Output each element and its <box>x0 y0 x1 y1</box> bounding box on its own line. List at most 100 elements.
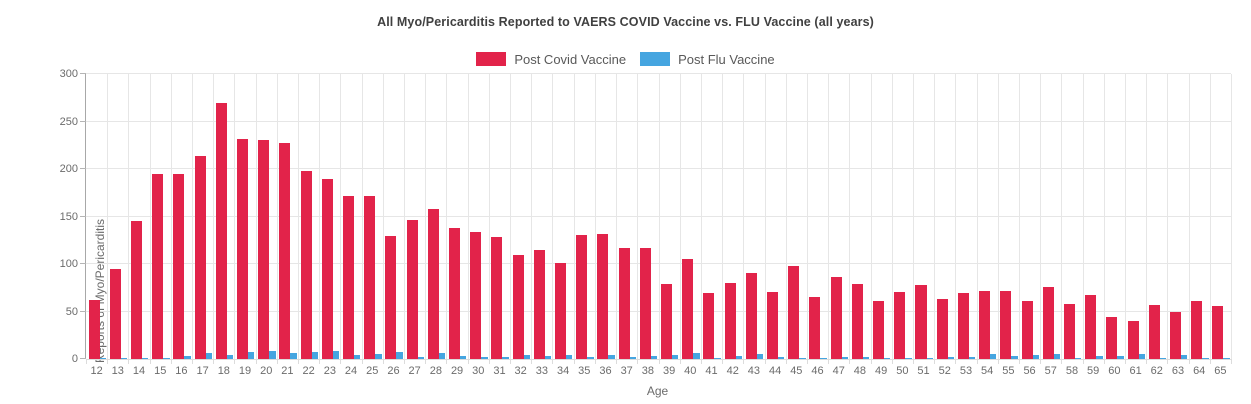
bar-covid-age-60 <box>1106 317 1118 359</box>
x-tick-label: 41 <box>705 365 718 377</box>
bar-covid-age-37 <box>618 247 630 359</box>
x-tick-label: 23 <box>323 365 336 377</box>
v-gridline <box>828 74 830 359</box>
x-tick <box>276 359 278 364</box>
bar-covid-age-48 <box>851 283 863 359</box>
bar-covid-age-14 <box>130 221 142 359</box>
bar-flu-age-20 <box>269 351 276 359</box>
bar-covid-age-16 <box>173 173 185 359</box>
bar-flu-age-14 <box>141 358 149 359</box>
v-gridline <box>1103 74 1105 359</box>
v-gridline <box>382 74 384 359</box>
bar-covid-age-58 <box>1063 303 1075 359</box>
x-tick <box>361 359 363 364</box>
v-gridline <box>594 74 596 359</box>
x-tick-label: 27 <box>408 365 421 377</box>
bar-covid-age-50 <box>894 291 906 359</box>
y-tick-label: 100 <box>59 258 78 270</box>
bar-covid-age-24 <box>342 195 354 359</box>
x-tick <box>1124 359 1126 364</box>
x-tick-label: 50 <box>896 365 909 377</box>
bar-flu-age-26 <box>396 352 403 359</box>
bar-flu-age-23 <box>332 351 340 359</box>
bar-flu-age-44 <box>778 357 785 359</box>
v-gridline <box>912 74 914 359</box>
v-gridline <box>743 74 745 359</box>
x-tick-label: 34 <box>556 365 570 377</box>
x-tick-label: 60 <box>1108 365 1121 377</box>
bar-covid-age-17 <box>194 155 206 359</box>
x-tick <box>255 359 257 364</box>
y-tick-label: 200 <box>59 163 78 175</box>
v-gridline <box>976 74 978 359</box>
x-tick-label: 53 <box>959 365 973 377</box>
x-tick <box>1061 359 1063 364</box>
bar-covid-age-51 <box>915 284 927 359</box>
x-tick-label: 24 <box>344 365 358 377</box>
bar-covid-age-18 <box>215 103 227 359</box>
v-gridline <box>1231 74 1232 359</box>
x-tick-label: 21 <box>281 365 294 377</box>
x-tick-label: 36 <box>599 365 612 377</box>
v-gridline <box>934 74 936 359</box>
x-tick-label: 48 <box>853 365 867 377</box>
bar-flu-age-29 <box>460 356 467 359</box>
v-gridline <box>1061 74 1063 359</box>
bar-flu-age-64 <box>1202 358 1209 359</box>
v-gridline <box>510 74 512 359</box>
bar-covid-age-20 <box>258 139 270 359</box>
v-gridline <box>806 74 808 359</box>
bar-flu-age-62 <box>1159 358 1167 359</box>
x-tick-label: 17 <box>196 365 209 377</box>
v-gridline <box>1124 74 1126 359</box>
bar-flu-age-36 <box>608 355 615 359</box>
v-gridline <box>319 74 321 359</box>
v-gridline <box>340 74 342 359</box>
bar-covid-age-21 <box>279 143 291 359</box>
bar-flu-age-53 <box>968 357 976 359</box>
x-tick <box>340 359 342 364</box>
y-tick <box>80 358 86 359</box>
x-tick-label: 45 <box>790 365 803 377</box>
x-tick <box>616 359 618 364</box>
v-gridline <box>425 74 427 359</box>
bar-flu-age-28 <box>438 353 446 359</box>
v-gridline <box>234 74 236 359</box>
bar-covid-age-56 <box>1021 301 1033 359</box>
bar-covid-age-19 <box>236 138 248 359</box>
bar-covid-age-40 <box>682 259 694 359</box>
x-tick-label: 49 <box>875 365 888 377</box>
v-gridline <box>870 74 872 359</box>
y-tick-label: 300 <box>59 68 78 80</box>
bar-covid-age-59 <box>1085 295 1097 359</box>
bar-flu-age-58 <box>1074 358 1082 359</box>
legend-item-post-flu-vaccine[interactable]: Post Flu Vaccine <box>640 52 775 67</box>
bar-covid-age-38 <box>639 247 651 359</box>
y-tick <box>80 263 86 264</box>
x-tick-label: 57 <box>1044 365 1057 377</box>
v-gridline <box>128 74 130 359</box>
y-tick <box>80 120 86 122</box>
legend-item-post-covid-vaccine[interactable]: Post Covid Vaccine <box>476 52 626 67</box>
bar-flu-age-25 <box>375 354 382 359</box>
bar-flu-age-39 <box>672 355 679 359</box>
bar-covid-age-47 <box>830 277 842 359</box>
legend-label-flu: Post Flu Vaccine <box>678 51 775 67</box>
bar-covid-age-22 <box>300 170 312 359</box>
x-tick-label: 54 <box>981 365 994 377</box>
x-tick-label: 42 <box>726 365 739 377</box>
x-tick-label: 47 <box>832 365 845 377</box>
x-tick <box>86 359 87 364</box>
bar-flu-age-33 <box>544 356 552 359</box>
bar-flu-age-34 <box>566 355 573 359</box>
bar-covid-age-45 <box>788 265 800 359</box>
bar-flu-age-37 <box>629 357 637 359</box>
v-gridline <box>107 74 109 359</box>
bar-covid-age-30 <box>470 231 482 359</box>
x-tick-label: 58 <box>1065 365 1079 377</box>
v-gridline <box>1018 74 1020 359</box>
x-tick-label: 30 <box>472 365 485 377</box>
bar-covid-age-53 <box>957 293 969 359</box>
v-gridline <box>467 74 469 359</box>
v-gridline <box>531 74 533 359</box>
